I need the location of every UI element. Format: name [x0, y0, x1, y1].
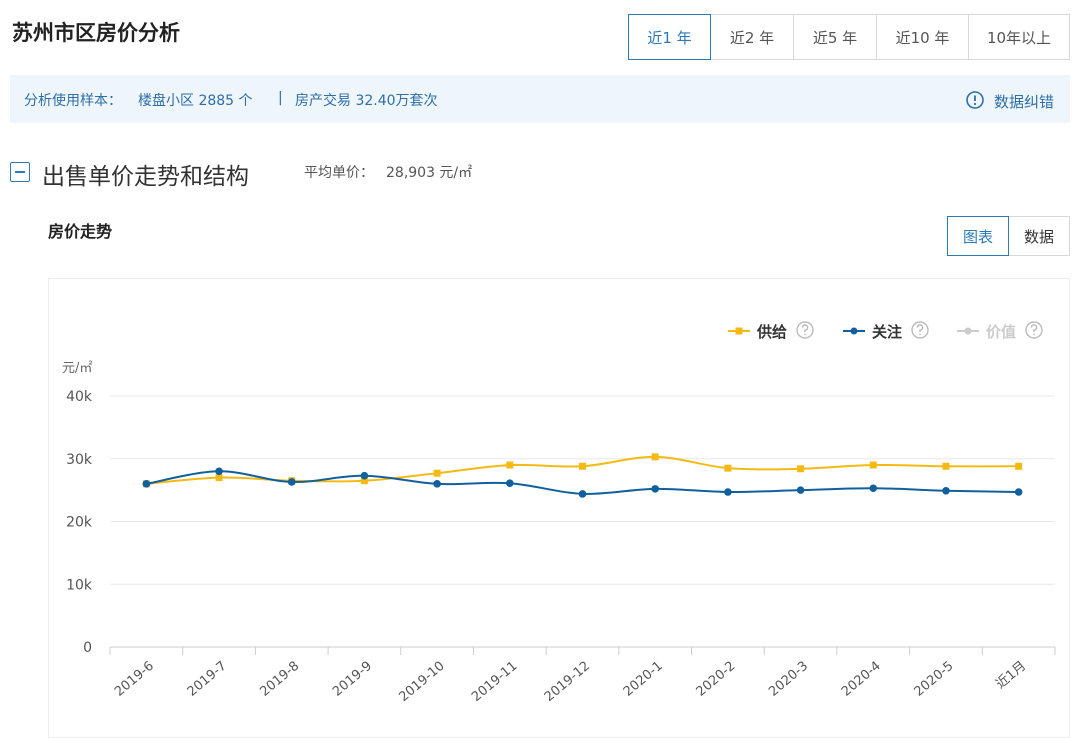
data-point — [433, 480, 441, 488]
y-axis-label: 元/㎡ — [62, 361, 92, 376]
data-point — [942, 486, 950, 495]
panel-title: 房价走势 — [48, 222, 113, 241]
x-tick-label: 2019-7 — [185, 659, 230, 700]
x-tick-label: 2019-6 — [112, 659, 157, 700]
y-tick-label: 30k — [66, 452, 93, 468]
data-point — [724, 464, 732, 472]
help-icon-glyph — [916, 324, 924, 332]
chart: 元/㎡ 0 10k 20k 30k 40k 2019-6 2019-7 2019-8 2019-9… — [62, 321, 1056, 705]
data-point — [651, 453, 659, 461]
tab[interactable]: 近1 年 — [628, 14, 711, 60]
data-point — [215, 474, 223, 482]
data-point — [869, 484, 878, 493]
legend-label: 供给 — [756, 323, 787, 341]
report-link[interactable]: 数据纠错 — [994, 93, 1055, 111]
help-icon-glyph — [1030, 324, 1038, 332]
info-label: 分析使用样本： — [24, 93, 122, 109]
help-icon — [1025, 321, 1043, 339]
legend-marker — [735, 327, 743, 335]
legend-item[interactable]: 供给 — [728, 321, 814, 341]
x-tick-label: 2019-10 — [396, 659, 447, 705]
info-transactions: 房产交易 32.40万套次 — [295, 93, 438, 109]
data-point — [578, 490, 587, 498]
x-tick-label: 2019-9 — [330, 659, 375, 700]
data-point — [360, 471, 369, 480]
data-point — [942, 462, 950, 470]
view-button[interactable]: 图表 — [947, 216, 1009, 256]
help-icon-dot — [1033, 333, 1035, 336]
x-tick-label: 2019-8 — [257, 659, 302, 700]
x-tick-label: 2020-2 — [694, 659, 739, 700]
data-point — [142, 480, 151, 488]
x-tick-label: 2019-12 — [542, 659, 593, 705]
help-icon-dot — [804, 333, 806, 336]
x-tick-label: 2020-5 — [912, 659, 957, 700]
section-title: 出售单价走势和结构 — [42, 164, 249, 190]
legend-item[interactable]: 价值 — [957, 321, 1043, 341]
x-tick-label: 近1月 — [993, 659, 1029, 693]
y-tick-label: 40k — [66, 389, 93, 405]
data-point — [1015, 462, 1023, 470]
tab[interactable]: 近2 年 — [710, 14, 794, 60]
collapse-icon[interactable] — [10, 162, 30, 182]
avg-label: 平均单价： — [304, 165, 374, 181]
help-icon — [796, 321, 814, 339]
y-tick-label: 20k — [66, 515, 93, 531]
info-bar: 分析使用样本： 楼盘小区 2885 个 | 房产交易 32.40万套次 数据纠错 — [10, 75, 1070, 123]
x-tick-label: 2020-4 — [839, 659, 884, 700]
help-icon-glyph — [801, 324, 809, 332]
page-title: 苏州市区房价分析 — [12, 21, 180, 45]
data-point — [287, 478, 296, 486]
help-icon-dot — [919, 333, 921, 336]
info-communities: 楼盘小区 2885 个 — [138, 93, 253, 109]
y-tick-label: 10k — [66, 577, 93, 593]
info-separator: | — [278, 90, 283, 106]
data-point — [796, 486, 805, 494]
legend-marker — [850, 327, 858, 335]
data-point — [215, 467, 223, 476]
legend-label: 价值 — [986, 323, 1016, 341]
x-tick-label: 2020-1 — [621, 659, 666, 700]
tab[interactable]: 近10 年 — [876, 14, 969, 60]
data-point — [579, 462, 586, 470]
data-point — [869, 461, 877, 469]
data-point — [724, 488, 732, 496]
data-point — [506, 461, 514, 469]
legend-marker — [964, 327, 972, 335]
data-point — [651, 485, 659, 493]
data-point — [360, 477, 368, 485]
avg-value: 28,903 元/㎡ — [386, 165, 473, 181]
legend-item[interactable]: 关注 — [843, 321, 929, 341]
tab[interactable]: 10年以上 — [968, 14, 1070, 60]
x-tick-label: 2020-3 — [766, 659, 811, 700]
page: 苏州市区房价分析 近1 年 近2 年 近5 年 近10 年 10年以上 分析使用… — [10, 14, 1070, 738]
data-point — [433, 469, 441, 477]
y-tick-label: 0 — [83, 640, 92, 656]
legend-label: 关注 — [872, 323, 902, 341]
data-point — [797, 465, 805, 473]
data-point — [1014, 488, 1023, 496]
data-point — [506, 479, 514, 488]
x-tick-label: 2019-11 — [469, 659, 520, 705]
help-icon — [911, 321, 929, 339]
info-icon — [966, 91, 984, 109]
